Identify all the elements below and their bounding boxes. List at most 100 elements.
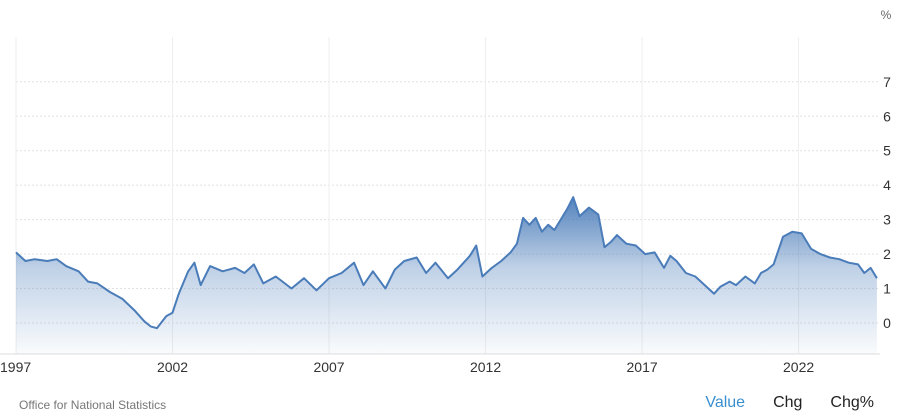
data-point (760, 272, 762, 274)
data-point (694, 275, 696, 277)
data-point (654, 251, 656, 253)
y-tick-label: 7 (883, 74, 891, 90)
data-point (820, 253, 822, 255)
data-point (403, 260, 405, 262)
data-point (848, 262, 850, 264)
data-point (193, 262, 195, 264)
x-tick-label: 2007 (313, 359, 344, 375)
data-point (15, 251, 17, 253)
data-point (522, 217, 524, 219)
data-point (604, 246, 606, 248)
data-point (610, 241, 612, 243)
data-point (187, 270, 189, 272)
x-tick-label: 2002 (157, 359, 188, 375)
x-tick-label: 2012 (470, 359, 501, 375)
data-point (34, 258, 36, 260)
data-point (535, 217, 537, 219)
data-point (156, 327, 158, 329)
data-point (791, 231, 793, 233)
data-point (165, 315, 167, 317)
data-point (735, 284, 737, 286)
data-point (244, 272, 246, 274)
data-point (669, 255, 671, 257)
data-point (24, 260, 26, 262)
data-point (121, 298, 123, 300)
data-point (773, 263, 775, 265)
data-point (510, 251, 512, 253)
data-point (200, 284, 202, 286)
view-tabs: Value Chg Chg% (705, 394, 874, 412)
data-point (857, 263, 859, 265)
data-point (150, 325, 152, 327)
data-point (372, 270, 374, 272)
data-point (528, 224, 530, 226)
data-point (353, 262, 355, 264)
data-point (87, 281, 89, 283)
data-point (876, 277, 878, 279)
data-point (65, 265, 67, 267)
data-point (456, 269, 458, 271)
data-point (597, 213, 599, 215)
data-point (109, 291, 111, 293)
data-point (172, 312, 174, 314)
data-point (782, 236, 784, 238)
data-point (766, 269, 768, 271)
data-point (754, 282, 756, 284)
data-point (56, 258, 58, 260)
data-point (625, 243, 627, 245)
data-point (222, 270, 224, 272)
tab-chg[interactable]: Chg (773, 394, 803, 411)
data-point (566, 208, 568, 210)
chart-footer: Office for National Statistics Value Chg… (0, 388, 900, 416)
x-tick-label: 2017 (627, 359, 658, 375)
data-point (541, 231, 543, 233)
data-point (178, 293, 180, 295)
data-point (616, 234, 618, 236)
data-point (481, 275, 483, 277)
y-tick-label: 3 (883, 212, 891, 228)
data-point (362, 284, 364, 286)
data-point (275, 275, 277, 277)
tab-value[interactable]: Value (705, 394, 746, 411)
data-point (635, 244, 637, 246)
data-point (676, 260, 678, 262)
data-point (46, 260, 48, 262)
x-tick-label: 2022 (783, 359, 814, 375)
data-point (447, 277, 449, 279)
data-point (434, 262, 436, 264)
data-point (290, 288, 292, 290)
series-area (16, 197, 877, 354)
data-point (134, 310, 136, 312)
data-point (801, 232, 803, 234)
data-point (516, 243, 518, 245)
data-point (810, 248, 812, 250)
data-point (234, 267, 236, 269)
y-tick-label: 0 (883, 315, 891, 331)
tab-chg-pct[interactable]: Chg% (830, 394, 874, 411)
data-point (729, 281, 731, 283)
data-point (838, 258, 840, 260)
y-axis: 0 1 2 3 4 5 6 7 (883, 74, 891, 331)
data-point (863, 272, 865, 274)
data-point (303, 277, 305, 279)
data-point (491, 267, 493, 269)
y-tick-label: 2 (883, 246, 891, 262)
y-tick-label: 4 (883, 177, 891, 193)
y-tick-label: 5 (883, 143, 891, 159)
data-point (469, 255, 471, 257)
data-point (384, 288, 386, 290)
data-point (425, 272, 427, 274)
series-line (15, 196, 878, 330)
x-axis: 1997 2002 2007 2012 2017 2022 (0, 359, 814, 375)
data-point (744, 275, 746, 277)
y-unit-label: % (881, 8, 892, 22)
data-point (143, 320, 145, 322)
data-point (572, 196, 574, 198)
data-point (713, 293, 715, 295)
data-point (870, 267, 872, 269)
data-point (685, 272, 687, 274)
data-point (475, 244, 477, 246)
data-point (644, 253, 646, 255)
data-point (394, 269, 396, 271)
chart: 0 1 2 3 4 5 6 7 1997 2002 2007 2012 2017 2022 % (0, 8, 892, 375)
